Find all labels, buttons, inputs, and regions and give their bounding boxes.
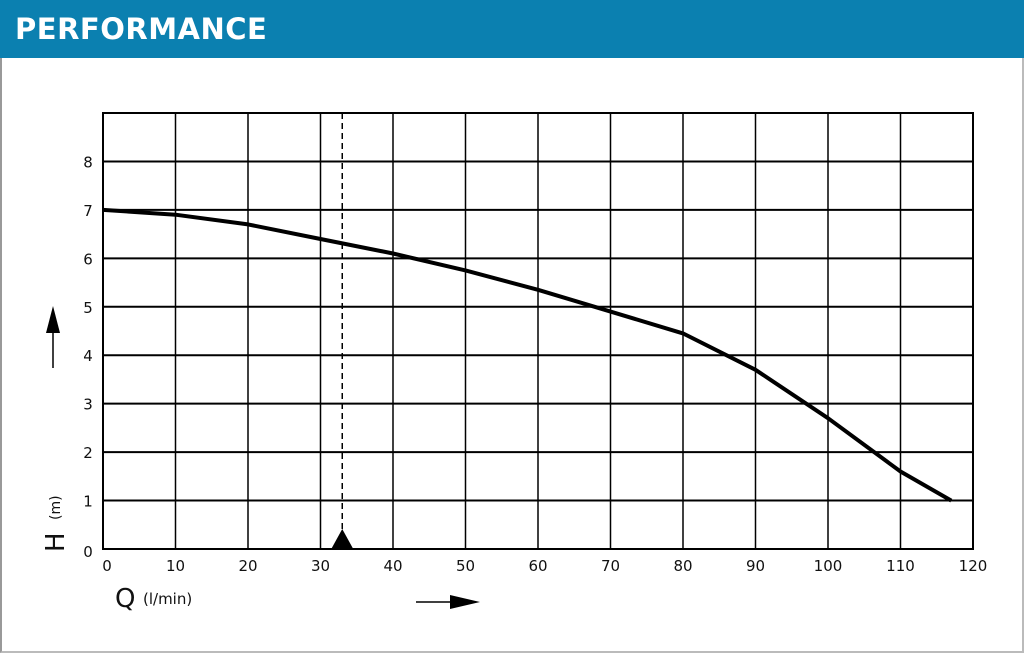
x-tick-label: 90 xyxy=(746,557,765,575)
x-axis-unit: (l/min) xyxy=(143,590,192,608)
y-tick-label: 1 xyxy=(83,493,93,511)
x-tick-label: 40 xyxy=(383,557,402,575)
y-tick-label: 6 xyxy=(83,250,93,268)
x-tick-label: 10 xyxy=(166,557,185,575)
x-tick-label: 20 xyxy=(238,557,257,575)
y-arrow-icon xyxy=(46,306,60,368)
x-tick-label: 30 xyxy=(311,557,330,575)
tick-labels: 0 10 20 30 40 50 60 70 80 90 100 110 120 0 1 2 3 4 5 6 7 8 xyxy=(83,153,987,575)
x-tick-label: 120 xyxy=(959,557,988,575)
x-tick-label: 110 xyxy=(886,557,915,575)
y-tick-label: 3 xyxy=(83,396,93,414)
x-tick-label: 100 xyxy=(814,557,843,575)
y-tick-label: 5 xyxy=(83,299,93,317)
x-arrow-icon xyxy=(416,595,480,609)
y-axis-label: H xyxy=(41,532,71,552)
x-tick-label: 50 xyxy=(456,557,475,575)
y-tick-label: 2 xyxy=(83,444,93,462)
x-tick-label: 0 xyxy=(102,557,112,575)
header-bar: PERFORMANCE xyxy=(0,0,1024,58)
y-tick-label: 8 xyxy=(83,153,93,171)
series-line xyxy=(102,207,953,503)
duty-point-marker-icon xyxy=(331,529,354,549)
y-tick-label: 4 xyxy=(83,347,93,365)
page-title: PERFORMANCE xyxy=(15,12,268,46)
y-axis-unit: (m) xyxy=(48,495,64,520)
x-tick-label: 60 xyxy=(528,557,547,575)
grid xyxy=(102,112,974,550)
x-tick-label: 80 xyxy=(673,557,692,575)
y-tick-label: 0 xyxy=(83,543,93,561)
y-tick-label: 7 xyxy=(83,202,93,220)
x-axis-label: Q xyxy=(115,584,135,614)
x-tick-label: 70 xyxy=(601,557,620,575)
